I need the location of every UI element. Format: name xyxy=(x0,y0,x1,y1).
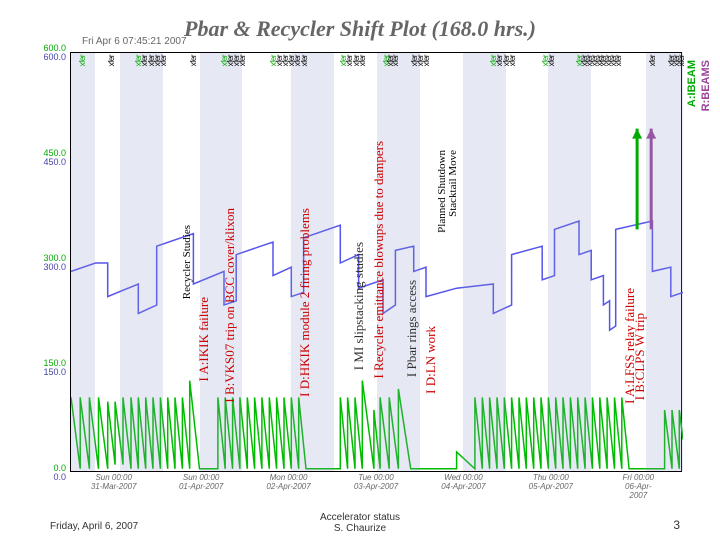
timestamp: Fri Apr 6 07:45:21 2007 xyxy=(82,36,187,47)
plot-area: xferxferxferxferxferxferxferxferxferxfer… xyxy=(70,52,682,472)
footer-center: Accelerator status S. Chaurize xyxy=(0,512,720,534)
footer-line1: Accelerator status xyxy=(320,512,400,523)
footer-line2: S. Chaurize xyxy=(334,523,386,534)
page-number: 3 xyxy=(673,518,680,532)
y-axis: 600.0600.0450.0450.0300.0300.0150.0150.0… xyxy=(30,52,68,472)
x-axis: Sun 00:0031-Mar-2007Sun 00:0001-Apr-2007… xyxy=(70,474,682,504)
